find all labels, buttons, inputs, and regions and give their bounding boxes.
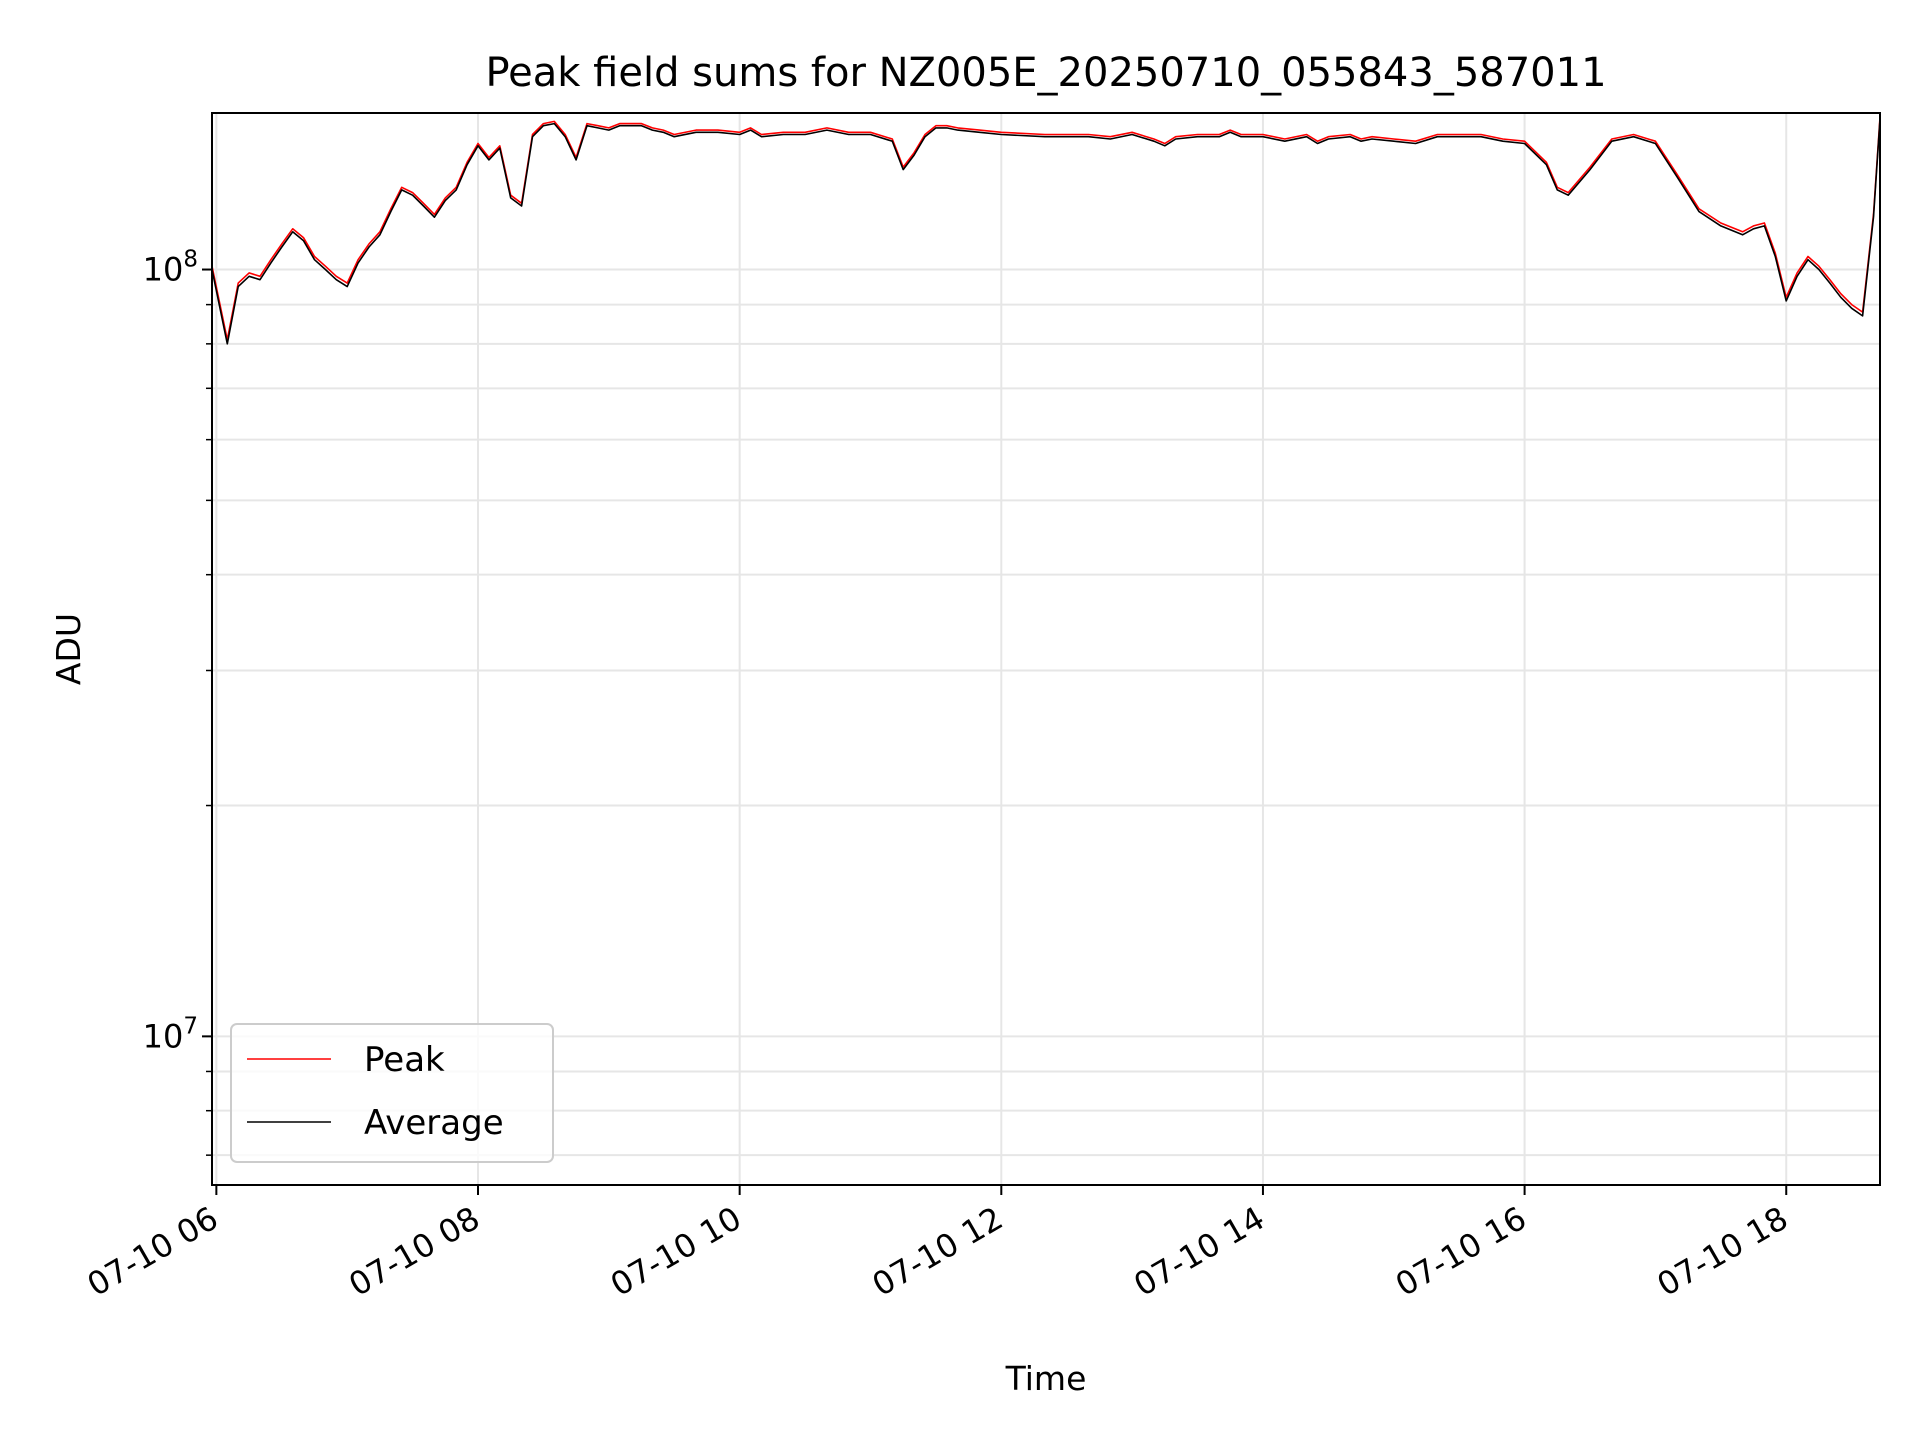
y-tick-exponent: 8 xyxy=(183,247,198,273)
plot-frame xyxy=(211,112,1881,1186)
chart-title: Peak field sums for NZ005E_20250710_0558… xyxy=(485,50,1606,96)
y-tick-exponent: 7 xyxy=(183,1013,198,1039)
y-axis-title: ADU xyxy=(49,613,88,685)
legend-label-average: Average xyxy=(364,1103,504,1143)
series-line-average xyxy=(211,119,1881,345)
legend: Peak Average xyxy=(230,1023,554,1163)
series-line-peak xyxy=(211,117,1881,341)
x-axis-title: Time xyxy=(1005,1359,1087,1398)
y-tick-base: 10 xyxy=(143,251,184,289)
y-tick-label: 108 xyxy=(143,247,198,289)
y-tick-base: 10 xyxy=(143,1017,184,1055)
series-lines xyxy=(211,117,1881,345)
y-tick-label: 107 xyxy=(143,1013,198,1055)
legend-label-peak: Peak xyxy=(364,1040,445,1080)
